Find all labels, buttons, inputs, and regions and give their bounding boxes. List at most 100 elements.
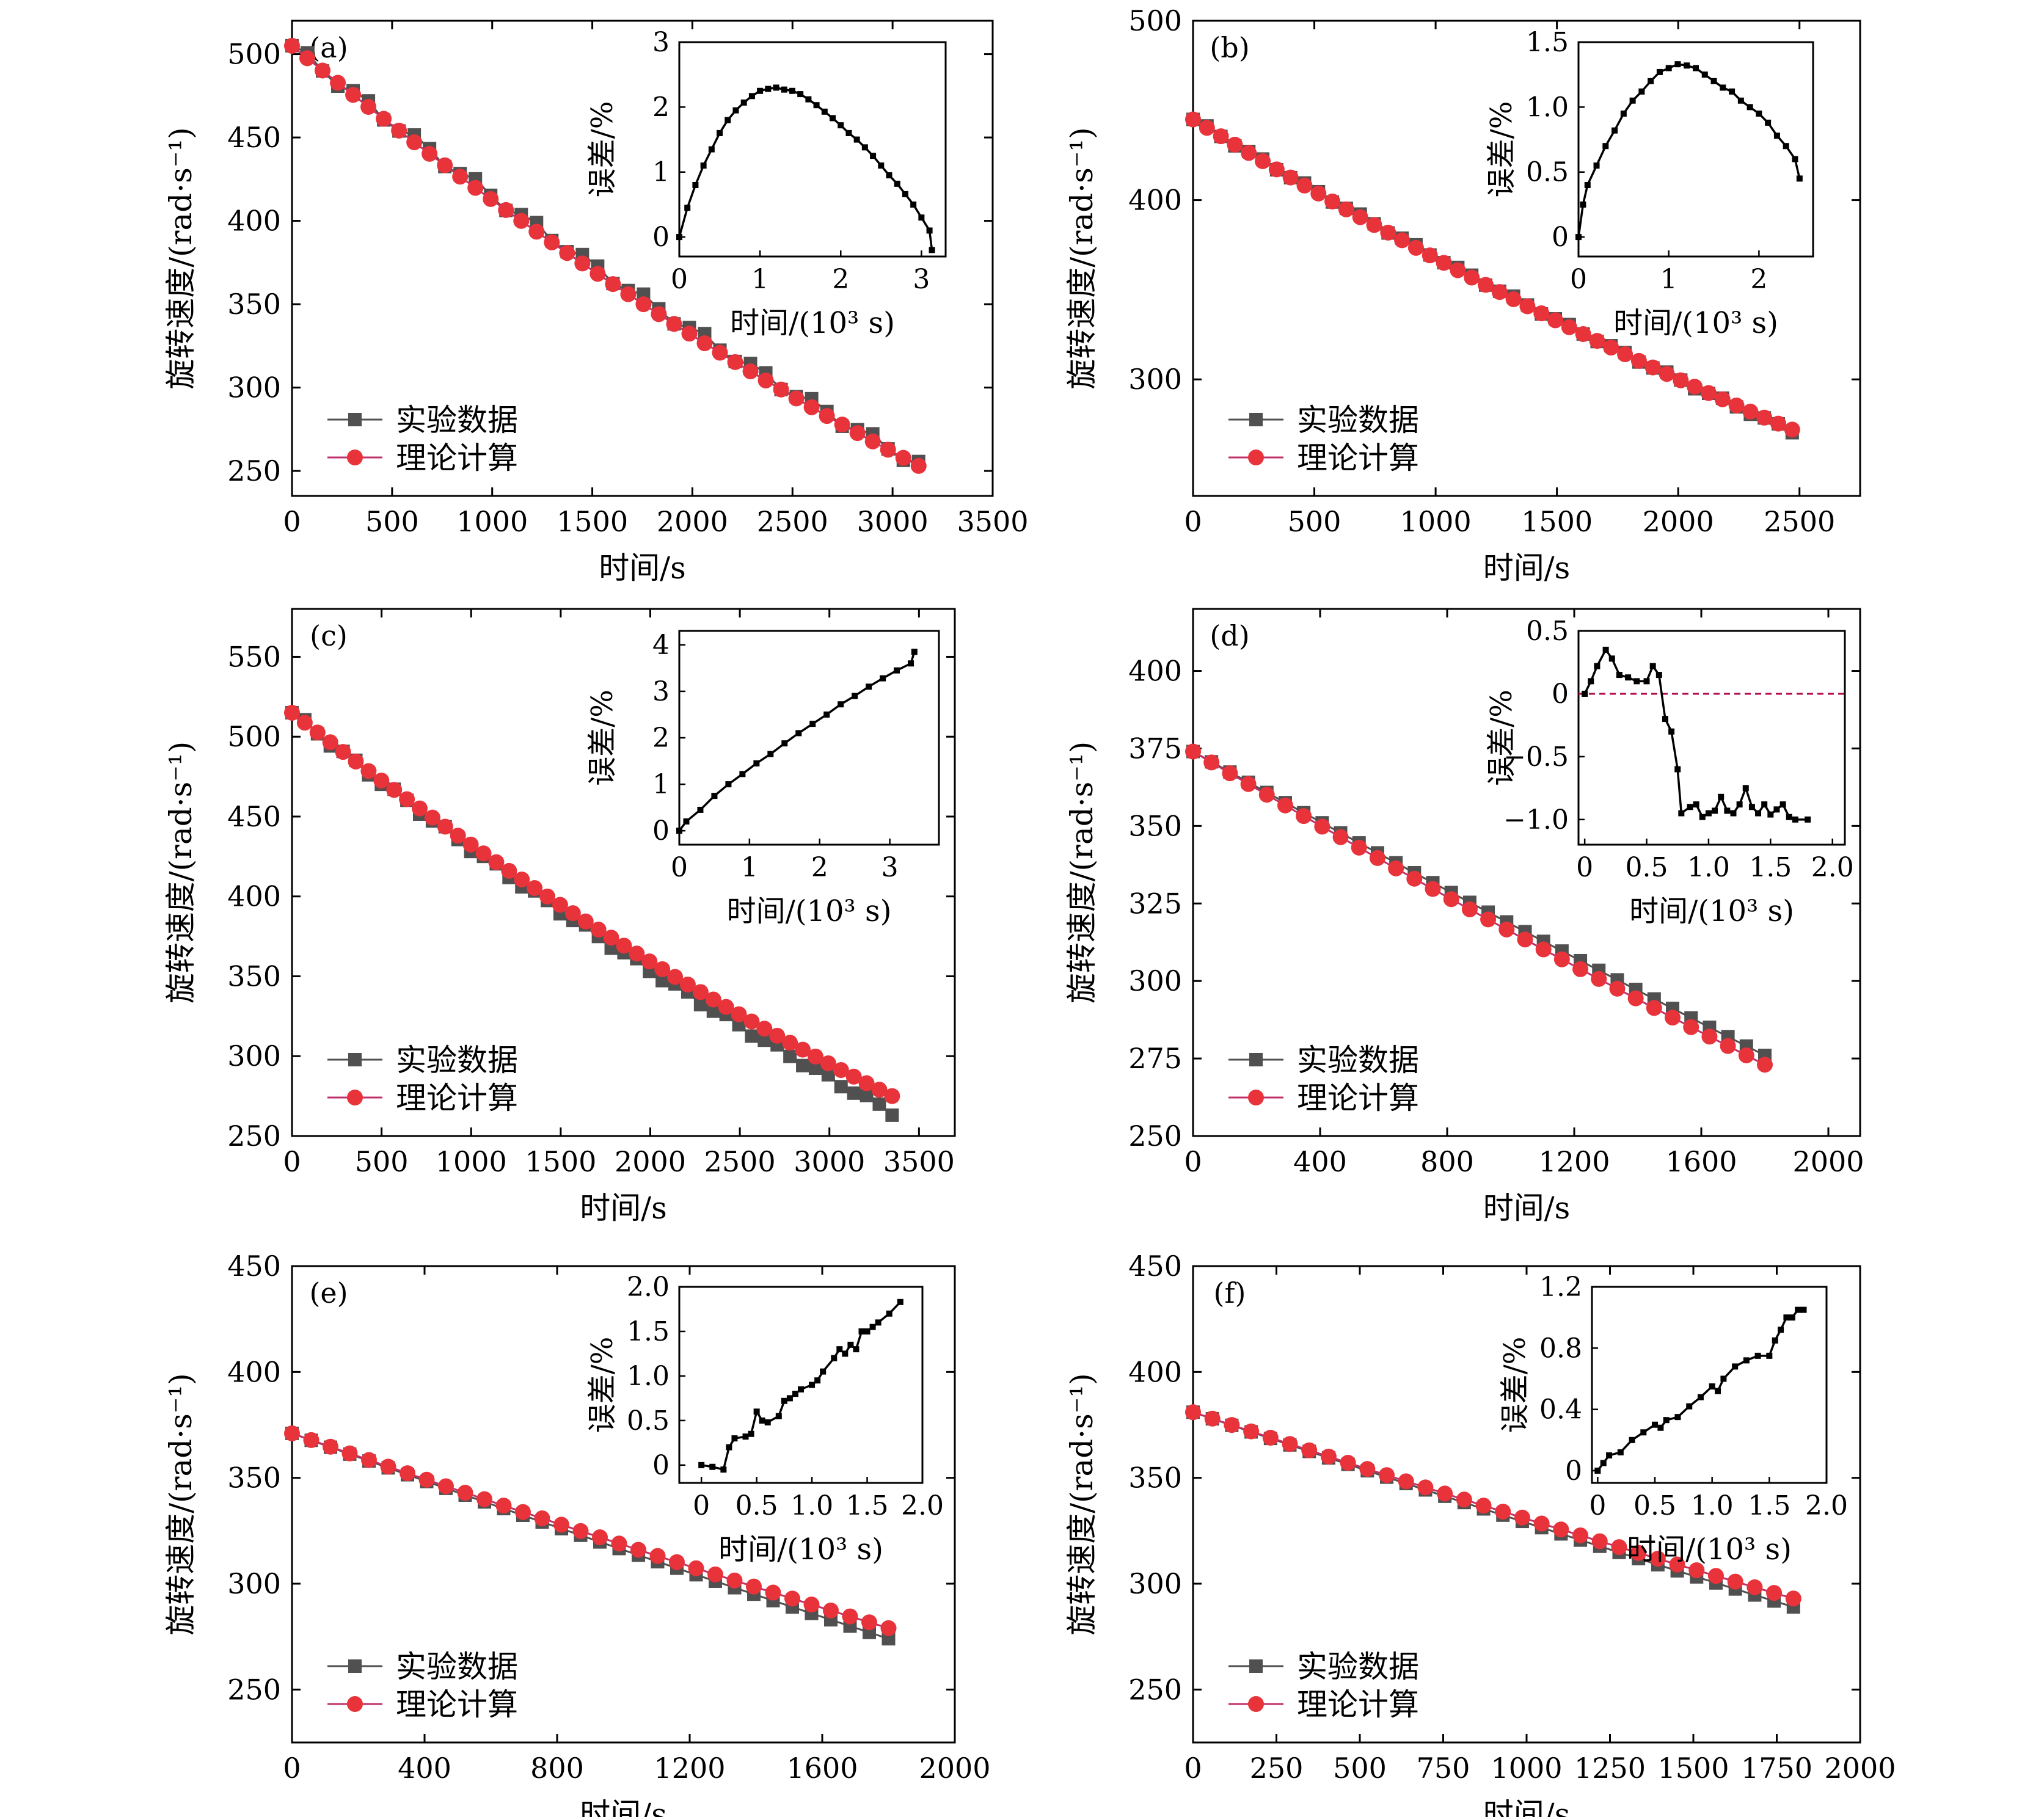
- inset-point: [1665, 65, 1672, 71]
- inset-point: [866, 683, 872, 690]
- y-tick-label: 400: [1128, 184, 1182, 217]
- inset-point: [1655, 672, 1662, 679]
- inset-point: [809, 721, 816, 727]
- plot-frame: [291, 1265, 956, 1744]
- data-point: [1314, 818, 1330, 835]
- data-point: [1491, 284, 1508, 300]
- inset-x-tick-label: 3: [881, 852, 899, 883]
- inset-point: [725, 117, 731, 123]
- data-point: [679, 976, 696, 992]
- data-point: [412, 800, 428, 817]
- inset-x-tick-label: 0.5: [735, 1490, 778, 1521]
- data-point: [335, 744, 351, 760]
- inset-y-tick-label: 0.4: [1539, 1394, 1582, 1426]
- y-tick-label: 400: [227, 880, 281, 913]
- inset-point: [1709, 1383, 1715, 1390]
- inset-point: [1611, 127, 1618, 134]
- plot-frame: [1192, 20, 1861, 497]
- inset-point: [798, 1386, 804, 1393]
- data-point: [457, 1485, 473, 1501]
- inset-point: [726, 1444, 732, 1451]
- data-point: [572, 1523, 589, 1539]
- legend-label-experiment: 实验数据: [396, 1649, 518, 1684]
- inset-point: [1715, 1388, 1721, 1394]
- inset-point: [1616, 672, 1622, 679]
- data-point: [1533, 305, 1550, 322]
- inset-chart: 0 1 2 3 0 1 2 3 时间/(10³ s) 误差/%: [585, 27, 947, 340]
- data-point: [651, 306, 667, 322]
- panel-label: (a): [309, 31, 348, 64]
- data-point: [552, 897, 568, 913]
- y-tick-label: 450: [227, 121, 281, 154]
- inset-point: [853, 1346, 860, 1353]
- inset-y-title: 误差/%: [1498, 1337, 1532, 1433]
- inset-x-title: 时间/(10³ s): [718, 1532, 883, 1567]
- inset-point: [740, 99, 747, 106]
- data-point: [1398, 1473, 1414, 1490]
- data-point: [592, 1529, 608, 1546]
- x-tick-label: 1200: [654, 1752, 725, 1785]
- data-point: [553, 1517, 569, 1533]
- inset-x-tick-label: 1.0: [1691, 1490, 1734, 1521]
- inset-point: [1795, 1306, 1801, 1313]
- data-point: [1665, 1010, 1681, 1026]
- data-point: [1262, 1429, 1279, 1446]
- inset-y-tick-label: 0: [1552, 222, 1569, 253]
- data-point: [1700, 385, 1717, 401]
- inset-point: [781, 740, 788, 747]
- inset-point: [1699, 814, 1706, 820]
- data-point: [707, 1566, 723, 1582]
- inset-point: [831, 1355, 838, 1361]
- inset-point: [786, 1395, 793, 1402]
- inset-y-tick-label: 3: [652, 676, 670, 707]
- inset-point: [1778, 1327, 1784, 1333]
- data-point: [399, 791, 415, 807]
- data-point: [745, 1029, 759, 1043]
- y-tick-label: 400: [1128, 1355, 1182, 1388]
- data-point: [559, 245, 575, 261]
- inset-point: [1686, 1403, 1693, 1410]
- inset-x-tick-label: 0.5: [1633, 1490, 1676, 1521]
- inset-x-tick-label: 1: [751, 264, 768, 295]
- inset-point: [1720, 84, 1726, 91]
- inset-y-tick-label: 0.8: [1539, 1333, 1582, 1364]
- inset-point: [1617, 1449, 1624, 1455]
- data-point: [604, 941, 618, 955]
- panel-label: (c): [310, 619, 348, 652]
- data-point: [731, 1006, 747, 1022]
- x-tick-label: 3000: [794, 1145, 865, 1178]
- inset-point: [1625, 674, 1632, 681]
- x-tick-label: 2000: [1643, 505, 1714, 538]
- data-point: [1589, 333, 1605, 349]
- inset-point: [852, 693, 858, 699]
- data-point: [696, 335, 713, 351]
- y-tick-label: 300: [1128, 964, 1182, 997]
- inset-point: [853, 136, 860, 143]
- x-tick-label: 0: [283, 1145, 301, 1178]
- inset-point: [1729, 88, 1736, 95]
- y-tick-label: 450: [1128, 1250, 1182, 1283]
- inset-point: [929, 247, 935, 253]
- inset-point: [1687, 804, 1693, 810]
- legend-label-theory: 理论计算: [1297, 440, 1419, 476]
- data-point: [360, 99, 377, 115]
- data-point: [1241, 145, 1257, 161]
- inset-y-tick-label: 1.0: [627, 1361, 670, 1392]
- x-tick-label: 3500: [883, 1145, 955, 1178]
- data-point: [1296, 177, 1313, 194]
- data-point: [1340, 1455, 1356, 1471]
- data-point: [323, 1438, 338, 1455]
- y-tick-label: 350: [1128, 809, 1182, 842]
- x-tick-label: 0: [1184, 1752, 1202, 1785]
- inset-x-tick-label: 2.0: [901, 1490, 944, 1521]
- y-axis-title: 旋转速度/(rad·s⁻¹): [1064, 127, 1100, 390]
- inset-point: [1674, 766, 1681, 773]
- inset-point: [886, 172, 892, 179]
- data-point: [564, 905, 581, 922]
- data-point: [820, 1055, 836, 1071]
- data-point: [808, 1061, 822, 1075]
- y-axis-title: 旋转速度/(rad·s⁻¹): [163, 741, 199, 1004]
- data-point: [1351, 839, 1367, 856]
- inset-point: [1652, 1421, 1659, 1428]
- data-point: [884, 1088, 900, 1104]
